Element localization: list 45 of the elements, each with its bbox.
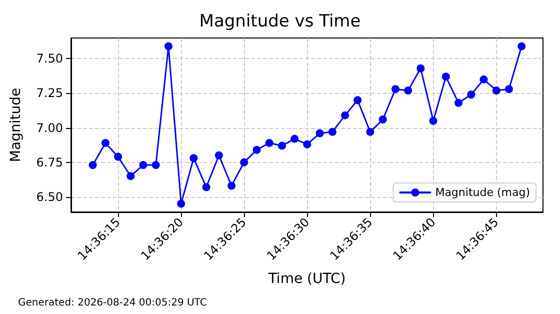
point [152,161,160,170]
point [240,158,248,166]
point [139,161,148,170]
point [467,90,476,99]
point [391,85,400,94]
point [164,42,172,50]
y-tick-label: 6.50 [36,190,63,204]
point [518,42,526,50]
point [214,151,223,160]
y-axis-title: Magnitude [8,88,24,162]
point [354,96,362,104]
point [228,182,236,190]
point [429,116,438,125]
point [190,154,198,162]
point [492,86,500,94]
point [278,142,286,150]
point [480,75,488,84]
chart-title: Magnitude vs Time [199,12,361,32]
point [378,115,387,124]
y-tick-label: 7.25 [36,86,63,100]
point [303,140,312,148]
point [114,152,122,161]
x-axis-title: Time (UTC) [267,271,346,287]
point [366,128,374,136]
point [252,146,261,154]
point [202,183,210,192]
text: Generated: 2026-08-24 00:05:29 UTC [18,298,207,308]
point [504,85,513,94]
point [316,129,324,138]
point [101,138,110,147]
y-tick-label: 7.00 [36,120,63,135]
point [341,111,350,120]
point [265,138,274,147]
y-tick-label: 7.50 [36,52,63,66]
legend-label: Magnitude (mag) [435,186,530,199]
point [88,161,97,170]
point [177,200,186,208]
point [404,86,412,94]
point [126,172,135,180]
point [454,98,463,107]
point [290,134,299,143]
point [328,128,336,136]
y-tick-label: 6.75 [36,155,63,170]
point [416,64,425,72]
point [442,72,450,81]
